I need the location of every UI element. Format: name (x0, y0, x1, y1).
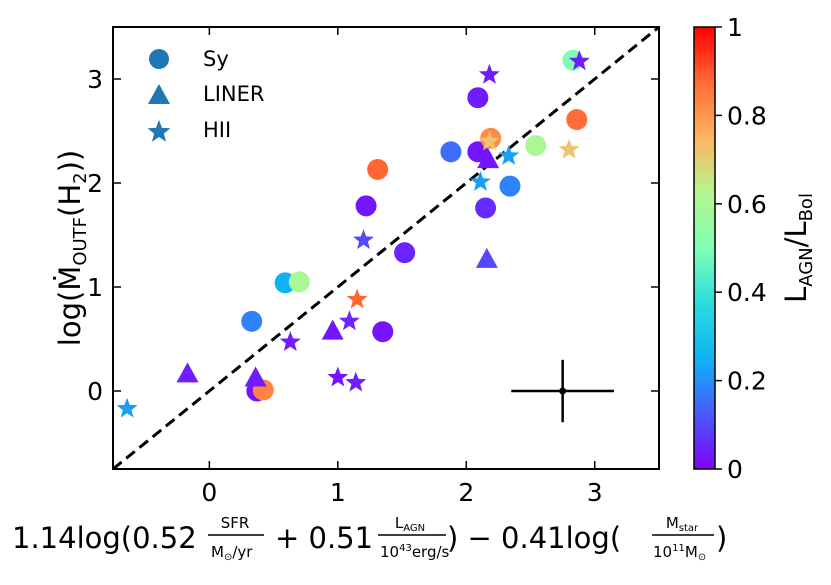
marker-hii (279, 331, 301, 351)
marker-sy (566, 109, 588, 131)
marker-hii (346, 288, 368, 309)
svg-text:1043erg/s: 1043erg/s (380, 543, 450, 561)
marker-sy (475, 197, 497, 219)
svg-text:SFR: SFR (221, 514, 250, 532)
legend-triangle-icon (148, 84, 170, 104)
marker-hii (479, 63, 500, 84)
colorbar-tick-label: 0 (727, 455, 743, 484)
marker-liner (244, 366, 267, 387)
marker-sy (440, 141, 462, 163)
marker-hii (568, 50, 590, 71)
marker-sy (288, 271, 310, 293)
colorbar (693, 26, 716, 470)
marker-liner (321, 319, 344, 340)
marker-hii (558, 138, 580, 159)
legend-star-icon (147, 120, 171, 142)
error-bar-point (559, 387, 567, 395)
legend-label-sy: Sy (203, 47, 229, 71)
marker-hii (470, 171, 491, 191)
legend-label-hii: HII (203, 118, 231, 142)
y-axis-ticks: 0 1 2 3 (87, 65, 659, 406)
y-tick-label: 2 (87, 169, 103, 198)
x-axis-label: 1.14log(0.52 SFR M⊙/yr + 0.51 LAGN 1043e… (12, 514, 727, 563)
colorbar-tick-label: 0.6 (727, 190, 767, 219)
one-to-one-line (113, 27, 659, 469)
x-tick-label: 0 (201, 478, 217, 507)
legend-circle-icon (149, 49, 169, 69)
x-tick-label: 3 (587, 478, 603, 507)
error-bar (511, 359, 615, 423)
marker-sy (467, 87, 489, 109)
colorbar-ticks: 0 0.2 0.4 0.6 0.8 1 (715, 13, 767, 484)
legend-label-liner: LINER (203, 82, 264, 106)
marker-sy (355, 195, 377, 217)
marker-hii (479, 130, 500, 151)
marker-hii (353, 229, 374, 250)
marker-sy (372, 321, 394, 343)
marker-hii (327, 366, 349, 387)
legend: Sy LINER HII (147, 47, 264, 142)
marker-sy (394, 242, 416, 264)
marker-hii (498, 145, 520, 165)
y-tick-label: 1 (87, 273, 103, 302)
y-axis-label: log(ṀOUTF(H2)) (53, 150, 91, 346)
marker-liner (475, 247, 498, 268)
svg-text:M⊙/yr: M⊙/yr (211, 543, 253, 563)
svg-text:) − 0.41log(: ) − 0.41log( (447, 521, 621, 555)
marker-sy (499, 175, 521, 197)
y-tick-label: 0 (87, 377, 103, 406)
svg-text:LAGN: LAGN (395, 514, 425, 534)
x-tick-label: 2 (458, 478, 474, 507)
marker-liner (176, 362, 199, 383)
svg-text:Mstar: Mstar (666, 514, 699, 534)
x-axis-ticks: 0 1 2 3 (201, 27, 603, 507)
marker-hii (116, 397, 138, 418)
scatter-markers (116, 49, 590, 418)
marker-hii (338, 310, 360, 331)
colorbar-tick-label: 1 (727, 13, 743, 42)
x-tick-label: 1 (330, 478, 346, 507)
marker-sy (467, 141, 489, 163)
marker-sy (241, 310, 263, 332)
marker-hii (345, 371, 367, 392)
marker-sy (525, 135, 547, 157)
svg-text:): ) (716, 521, 727, 555)
svg-text:1011M⊙: 1011M⊙ (653, 543, 706, 563)
colorbar-tick-label: 0.4 (727, 278, 767, 307)
colorbar-tick-label: 0.2 (727, 367, 767, 396)
colorbar-tick-label: 0.8 (727, 101, 767, 130)
svg-text:1.14log(0.52: 1.14log(0.52 (12, 521, 197, 555)
marker-liner (477, 148, 500, 169)
colorbar-label: LAGN/LBol (779, 193, 817, 303)
marker-sy (367, 158, 389, 180)
svg-text:+ 0.51: + 0.51 (275, 521, 373, 555)
y-tick-label: 3 (87, 65, 103, 94)
